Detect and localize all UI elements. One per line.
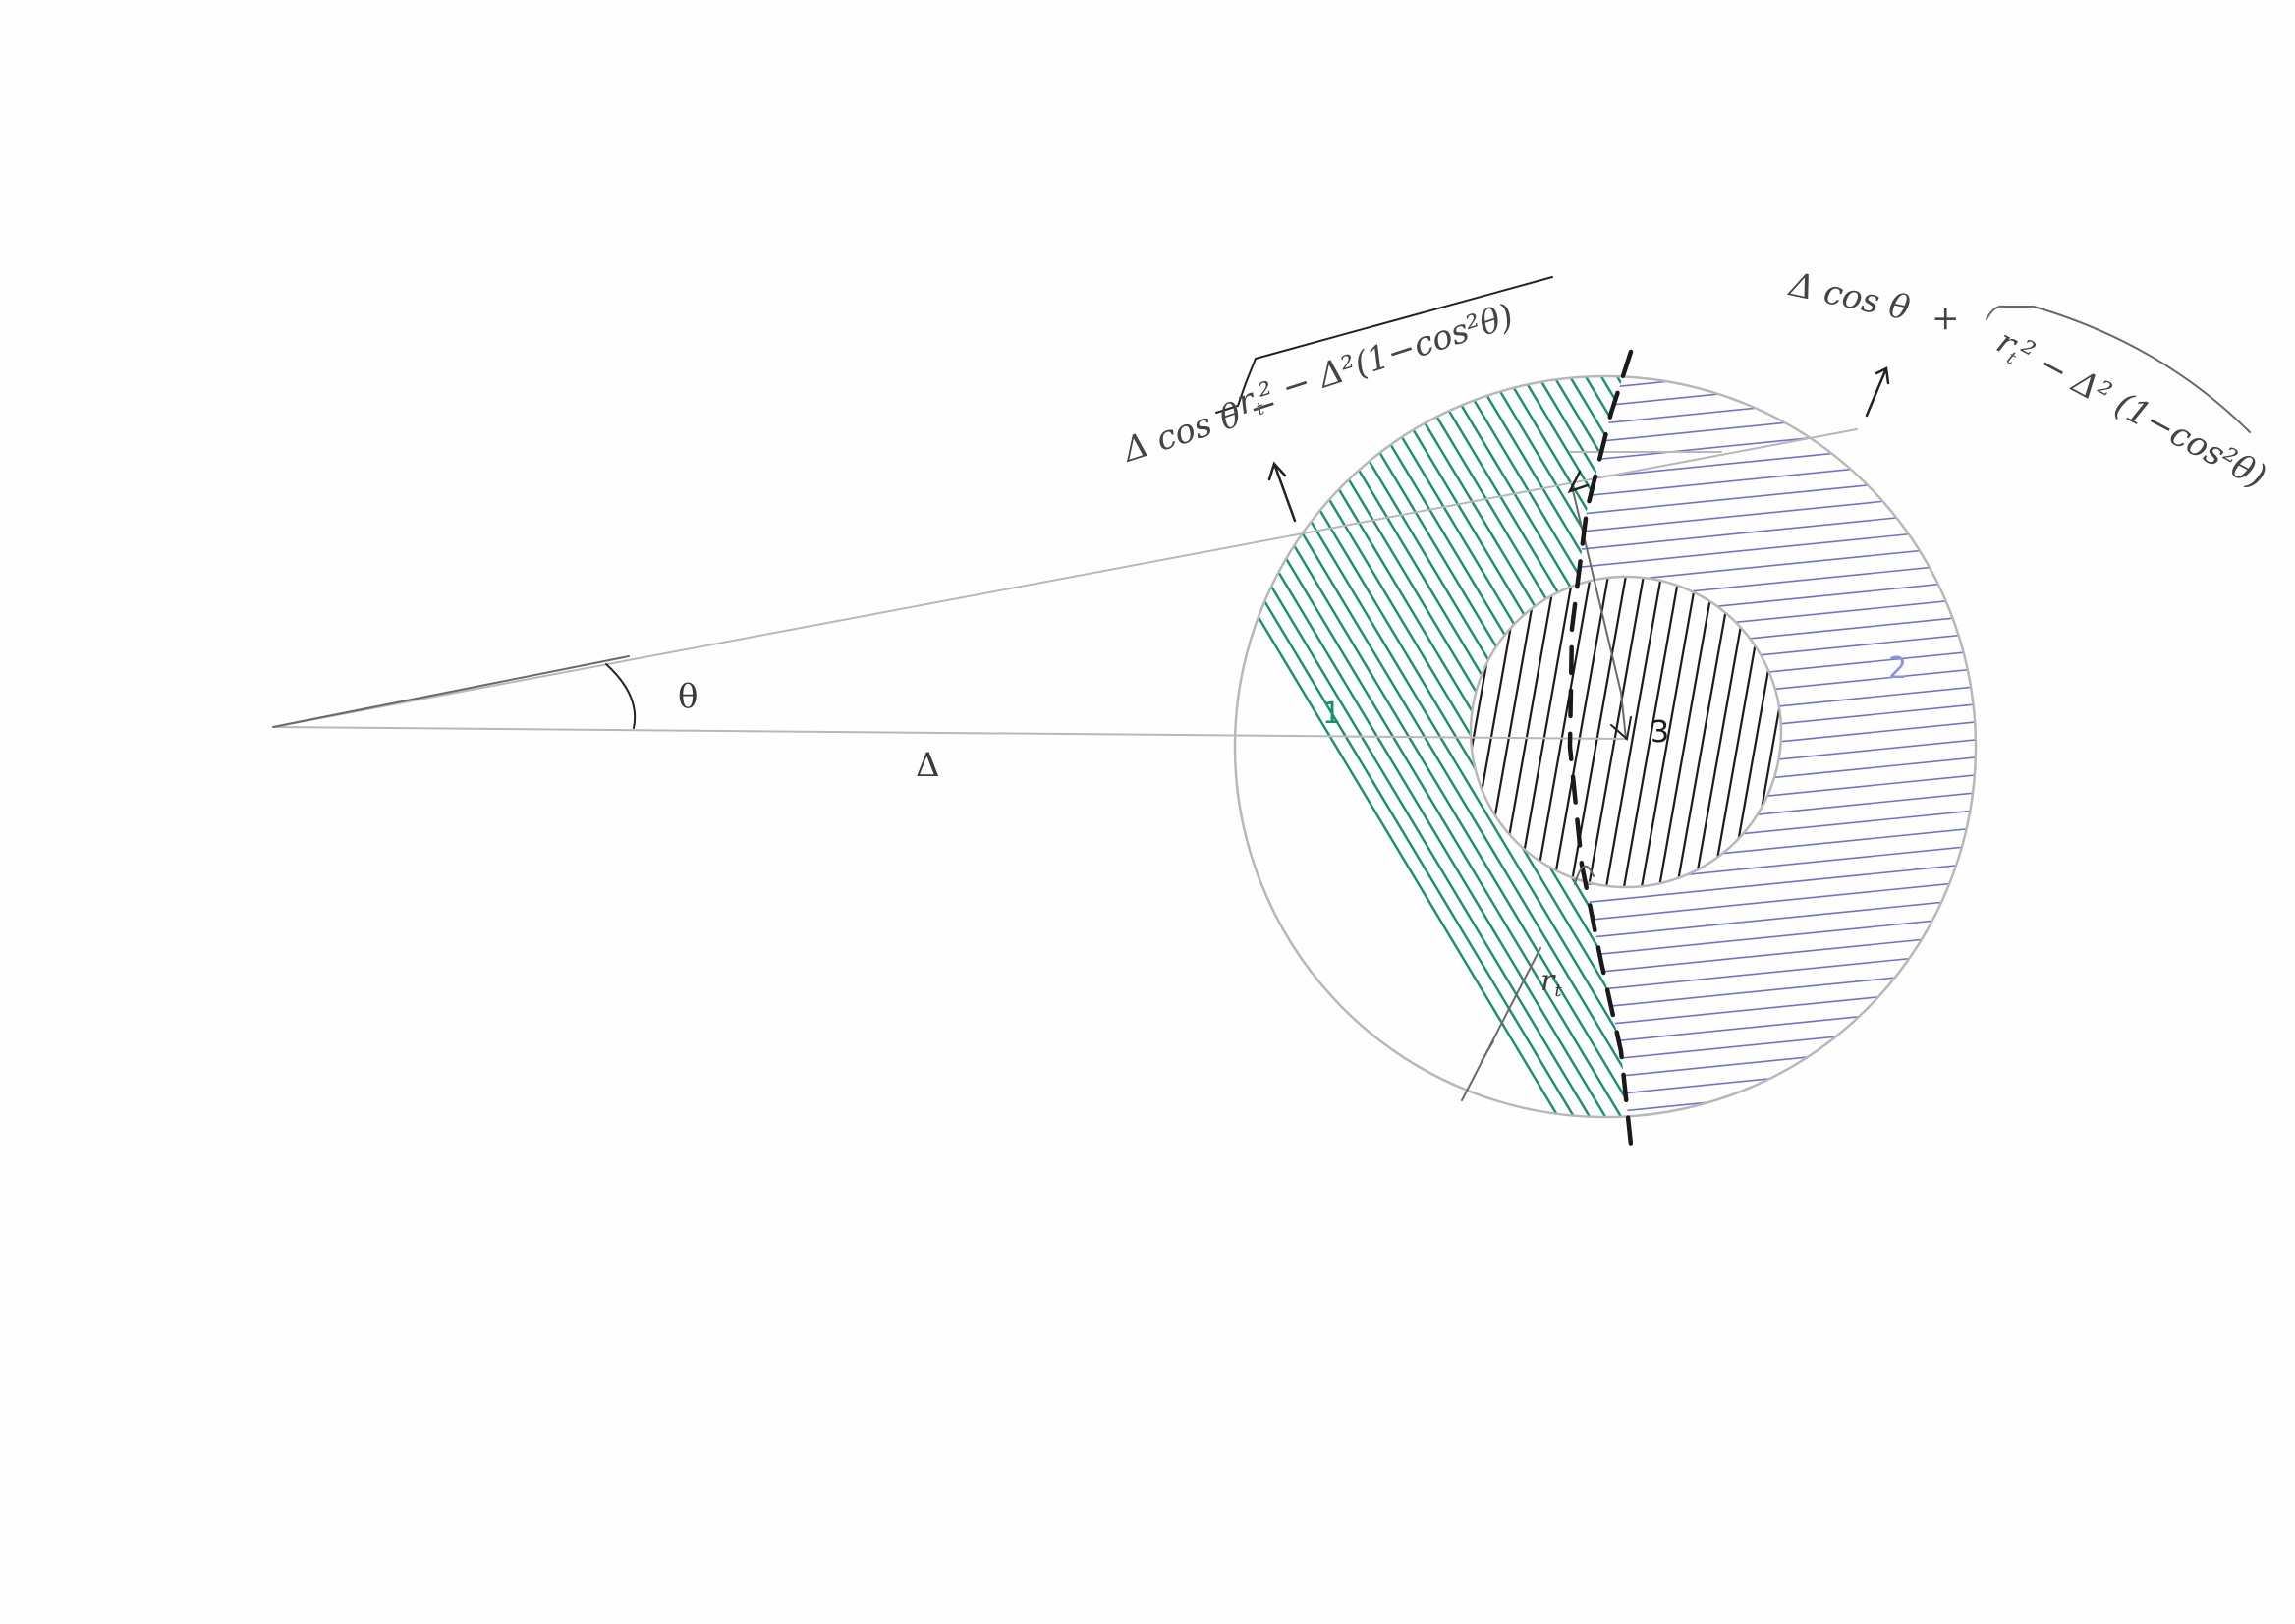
hatch-stroke	[1776, 354, 2248, 1140]
formula-plus-solution: Δ cos θ + rt² − Δ² (1−cos²θ)	[1784, 264, 2272, 499]
hatch-stroke	[1761, 577, 1781, 887]
svg-text:+: +	[1931, 299, 1960, 338]
hatch-stroke	[1570, 732, 1976, 785]
hatch-stroke	[1570, 767, 1976, 820]
hatch-stroke	[1570, 644, 1976, 697]
center-arrowhead	[1610, 716, 1632, 741]
hatch-stroke	[1713, 354, 2185, 1140]
center-pointer	[1571, 485, 1627, 740]
hatch-stroke	[1381, 376, 1631, 1117]
svg-text:Δ cos θ: Δ cos θ	[1784, 264, 1913, 328]
theta-label: θ	[678, 677, 698, 716]
hatch-stroke	[1570, 378, 1976, 431]
hatch-stroke	[1654, 577, 1717, 887]
hatch-stroke	[1570, 376, 1976, 414]
outer-circle	[1233, 374, 1978, 1119]
hatch-stroke	[1672, 577, 1735, 887]
angle-ray-dark-start	[272, 655, 630, 728]
hatch-stroke	[1566, 577, 1629, 887]
dashed-boundary	[1567, 349, 1634, 1148]
svg-text:rt² − Δ²(1−cos²θ): rt² − Δ²(1−cos²θ)	[1232, 297, 1519, 425]
region-2-label: 2	[1888, 651, 1907, 686]
region-3-label: 3	[1651, 715, 1669, 750]
theta-arc	[605, 663, 637, 729]
hatch-stroke	[1698, 354, 2169, 1140]
hatch-stroke	[1235, 376, 1574, 1117]
hatch-stroke	[1397, 376, 1631, 1117]
hatch-stroke	[1570, 697, 1976, 750]
svg-text:rt² − Δ² (1−cos²θ): rt² − Δ² (1−cos²θ)	[1989, 322, 2272, 499]
hatch-stroke	[1637, 577, 1700, 887]
hatch-stroke	[1619, 577, 1682, 887]
hatch-stroke	[1570, 376, 1976, 396]
hatch-stroke	[1235, 376, 1621, 1117]
hatch-stroke	[1570, 1103, 1976, 1117]
hatch-stroke	[1428, 376, 1631, 1117]
arrow-plus-solution	[1865, 366, 1890, 418]
hatch-stroke	[1548, 577, 1611, 887]
region-2-hatching	[1570, 376, 1976, 1117]
delta-label: Δ	[916, 746, 940, 785]
baseline-ray	[272, 726, 1627, 740]
hatch-stroke	[1570, 1068, 1976, 1117]
hatch-stroke	[1635, 354, 2106, 1140]
hatch-stroke	[1531, 577, 1594, 887]
hatch-stroke	[1271, 376, 1631, 1117]
hatch-stroke	[1570, 820, 1976, 873]
hatch-stroke	[1413, 376, 1631, 1117]
hatch-stroke	[1570, 785, 1976, 838]
sqrt-sign-minus	[1215, 276, 1553, 414]
hatch-stroke	[1570, 838, 1976, 891]
hatch-stroke	[1570, 1086, 1976, 1117]
svg-text:Δ cos θ −: Δ cos θ −	[1117, 383, 1283, 471]
rt-tick	[1461, 947, 1541, 1101]
hatch-stroke	[1792, 354, 2264, 1140]
hatch-stroke	[1366, 376, 1631, 1117]
hatch-stroke	[1318, 376, 1631, 1117]
rt-tick-2	[1481, 1040, 1494, 1062]
hatch-stroke	[1570, 803, 1976, 856]
inner-intersection-arrow	[1567, 470, 1590, 494]
hatch-stroke	[1570, 661, 1976, 714]
hatch-stroke	[1570, 714, 1976, 767]
hatch-stroke	[1350, 376, 1631, 1117]
inner-circle	[1469, 575, 1783, 889]
arrow-minus-solution	[1267, 461, 1297, 523]
region-1-label: 1	[1322, 697, 1341, 731]
formula-minus-solution: Δ cos θ − rt² − Δ²(1−cos²θ)	[1117, 297, 1519, 471]
sqrt-sign-plus	[1986, 305, 2251, 433]
inner-mark	[1574, 865, 1595, 885]
hatch-stroke	[1476, 376, 1631, 1117]
hatch-stroke	[1460, 376, 1631, 1117]
hatch-stroke	[1601, 577, 1664, 887]
hatch-stroke	[1601, 376, 1631, 1117]
hatch-stroke	[1235, 376, 1605, 1117]
rt-label: rt	[1540, 964, 1562, 1001]
hatch-stroke	[1570, 750, 1976, 803]
hatch-stroke	[1584, 577, 1647, 887]
hatch-stroke	[1682, 354, 2154, 1140]
hatch-stroke	[1444, 376, 1631, 1117]
hatch-stroke	[1303, 376, 1631, 1117]
